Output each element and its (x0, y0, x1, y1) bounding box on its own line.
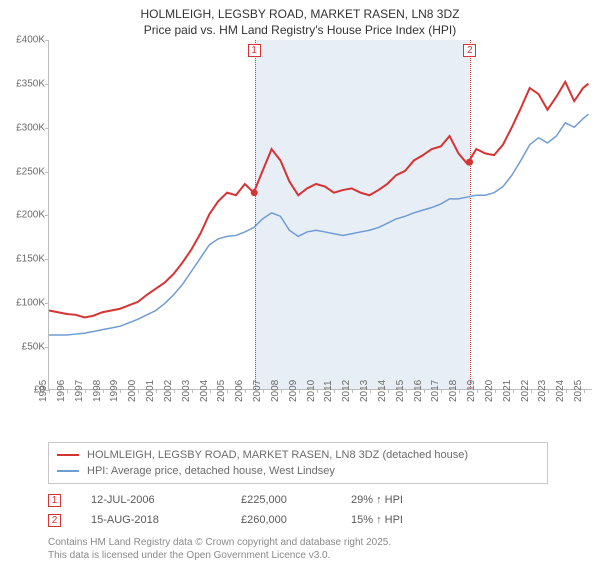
x-tick-mark (138, 389, 139, 393)
y-tick-label: £150K (0, 254, 45, 265)
legend-text-series1: HOLMLEIGH, LEGSBY ROAD, MARKET RASEN, LN… (87, 449, 468, 461)
chart-title: HOLMLEIGH, LEGSBY ROAD, MARKET RASEN, LN… (0, 0, 600, 40)
legend: HOLMLEIGH, LEGSBY ROAD, MARKET RASEN, LN… (48, 442, 548, 484)
y-tick-label: £350K (0, 79, 45, 90)
x-tick-mark (548, 389, 549, 393)
x-tick-mark (566, 389, 567, 393)
x-tick-label: 2025 (573, 394, 595, 405)
legend-row-series1: HOLMLEIGH, LEGSBY ROAD, MARKET RASEN, LN… (57, 447, 539, 463)
x-tick-mark (174, 389, 175, 393)
x-tick-mark (245, 389, 246, 393)
title-line2: Price paid vs. HM Land Registry's House … (8, 22, 592, 38)
x-tick-mark (334, 389, 335, 393)
legend-swatch-blue (57, 470, 79, 472)
sale-point-dot (251, 190, 258, 197)
sale-delta: 15% ↑ HPI (351, 514, 471, 526)
y-tick-label: £200K (0, 210, 45, 221)
x-tick-mark (495, 389, 496, 393)
x-tick-mark (263, 389, 264, 393)
x-tick-mark (281, 389, 282, 393)
footer-line: Contains HM Land Registry data © Crown c… (48, 536, 548, 549)
title-line1: HOLMLEIGH, LEGSBY ROAD, MARKET RASEN, LN… (8, 6, 592, 22)
y-tick-label: £300K (0, 122, 45, 133)
y-tick-label: £250K (0, 166, 45, 177)
x-tick-mark (67, 389, 68, 393)
sale-marker-box: 1 (48, 494, 61, 507)
legend-swatch-red (57, 454, 79, 456)
sales-table: 1 12-JUL-2006 £225,000 29% ↑ HPI 2 15-AU… (48, 490, 548, 530)
x-tick-mark (459, 389, 460, 393)
legend-text-series2: HPI: Average price, detached house, West… (87, 465, 335, 477)
y-tick-label: £400K (0, 35, 45, 46)
y-tick-label: £50K (0, 341, 45, 352)
x-tick-mark (513, 389, 514, 393)
sale-date: 15-AUG-2018 (91, 514, 211, 526)
x-tick-mark (49, 389, 50, 393)
sale-point-dot (466, 159, 473, 166)
sale-row: 2 15-AUG-2018 £260,000 15% ↑ HPI (48, 510, 548, 530)
x-tick-mark (352, 389, 353, 393)
x-tick-mark (120, 389, 121, 393)
sale-marker-box: 2 (48, 514, 61, 527)
chart-area: 12£0£50K£100K£150K£200K£250K£300K£350K£4… (32, 40, 592, 410)
x-tick-mark (584, 389, 585, 393)
legend-row-series2: HPI: Average price, detached house, West… (57, 463, 539, 479)
x-tick-mark (477, 389, 478, 393)
x-tick-mark (441, 389, 442, 393)
sale-price: £260,000 (241, 514, 321, 526)
x-tick-mark (370, 389, 371, 393)
plot-region: 12£0£50K£100K£150K£200K£250K£300K£350K£4… (48, 40, 592, 390)
x-tick-mark (227, 389, 228, 393)
footer-line: This data is licensed under the Open Gov… (48, 549, 548, 562)
sale-row: 1 12-JUL-2006 £225,000 29% ↑ HPI (48, 490, 548, 510)
y-tick-label: £100K (0, 297, 45, 308)
x-tick-mark (388, 389, 389, 393)
sale-delta: 29% ↑ HPI (351, 494, 471, 506)
footer-attribution: Contains HM Land Registry data © Crown c… (48, 536, 548, 562)
sale-date: 12-JUL-2006 (91, 494, 211, 506)
x-tick-mark (156, 389, 157, 393)
sale-price: £225,000 (241, 494, 321, 506)
chart-lines (49, 40, 592, 389)
